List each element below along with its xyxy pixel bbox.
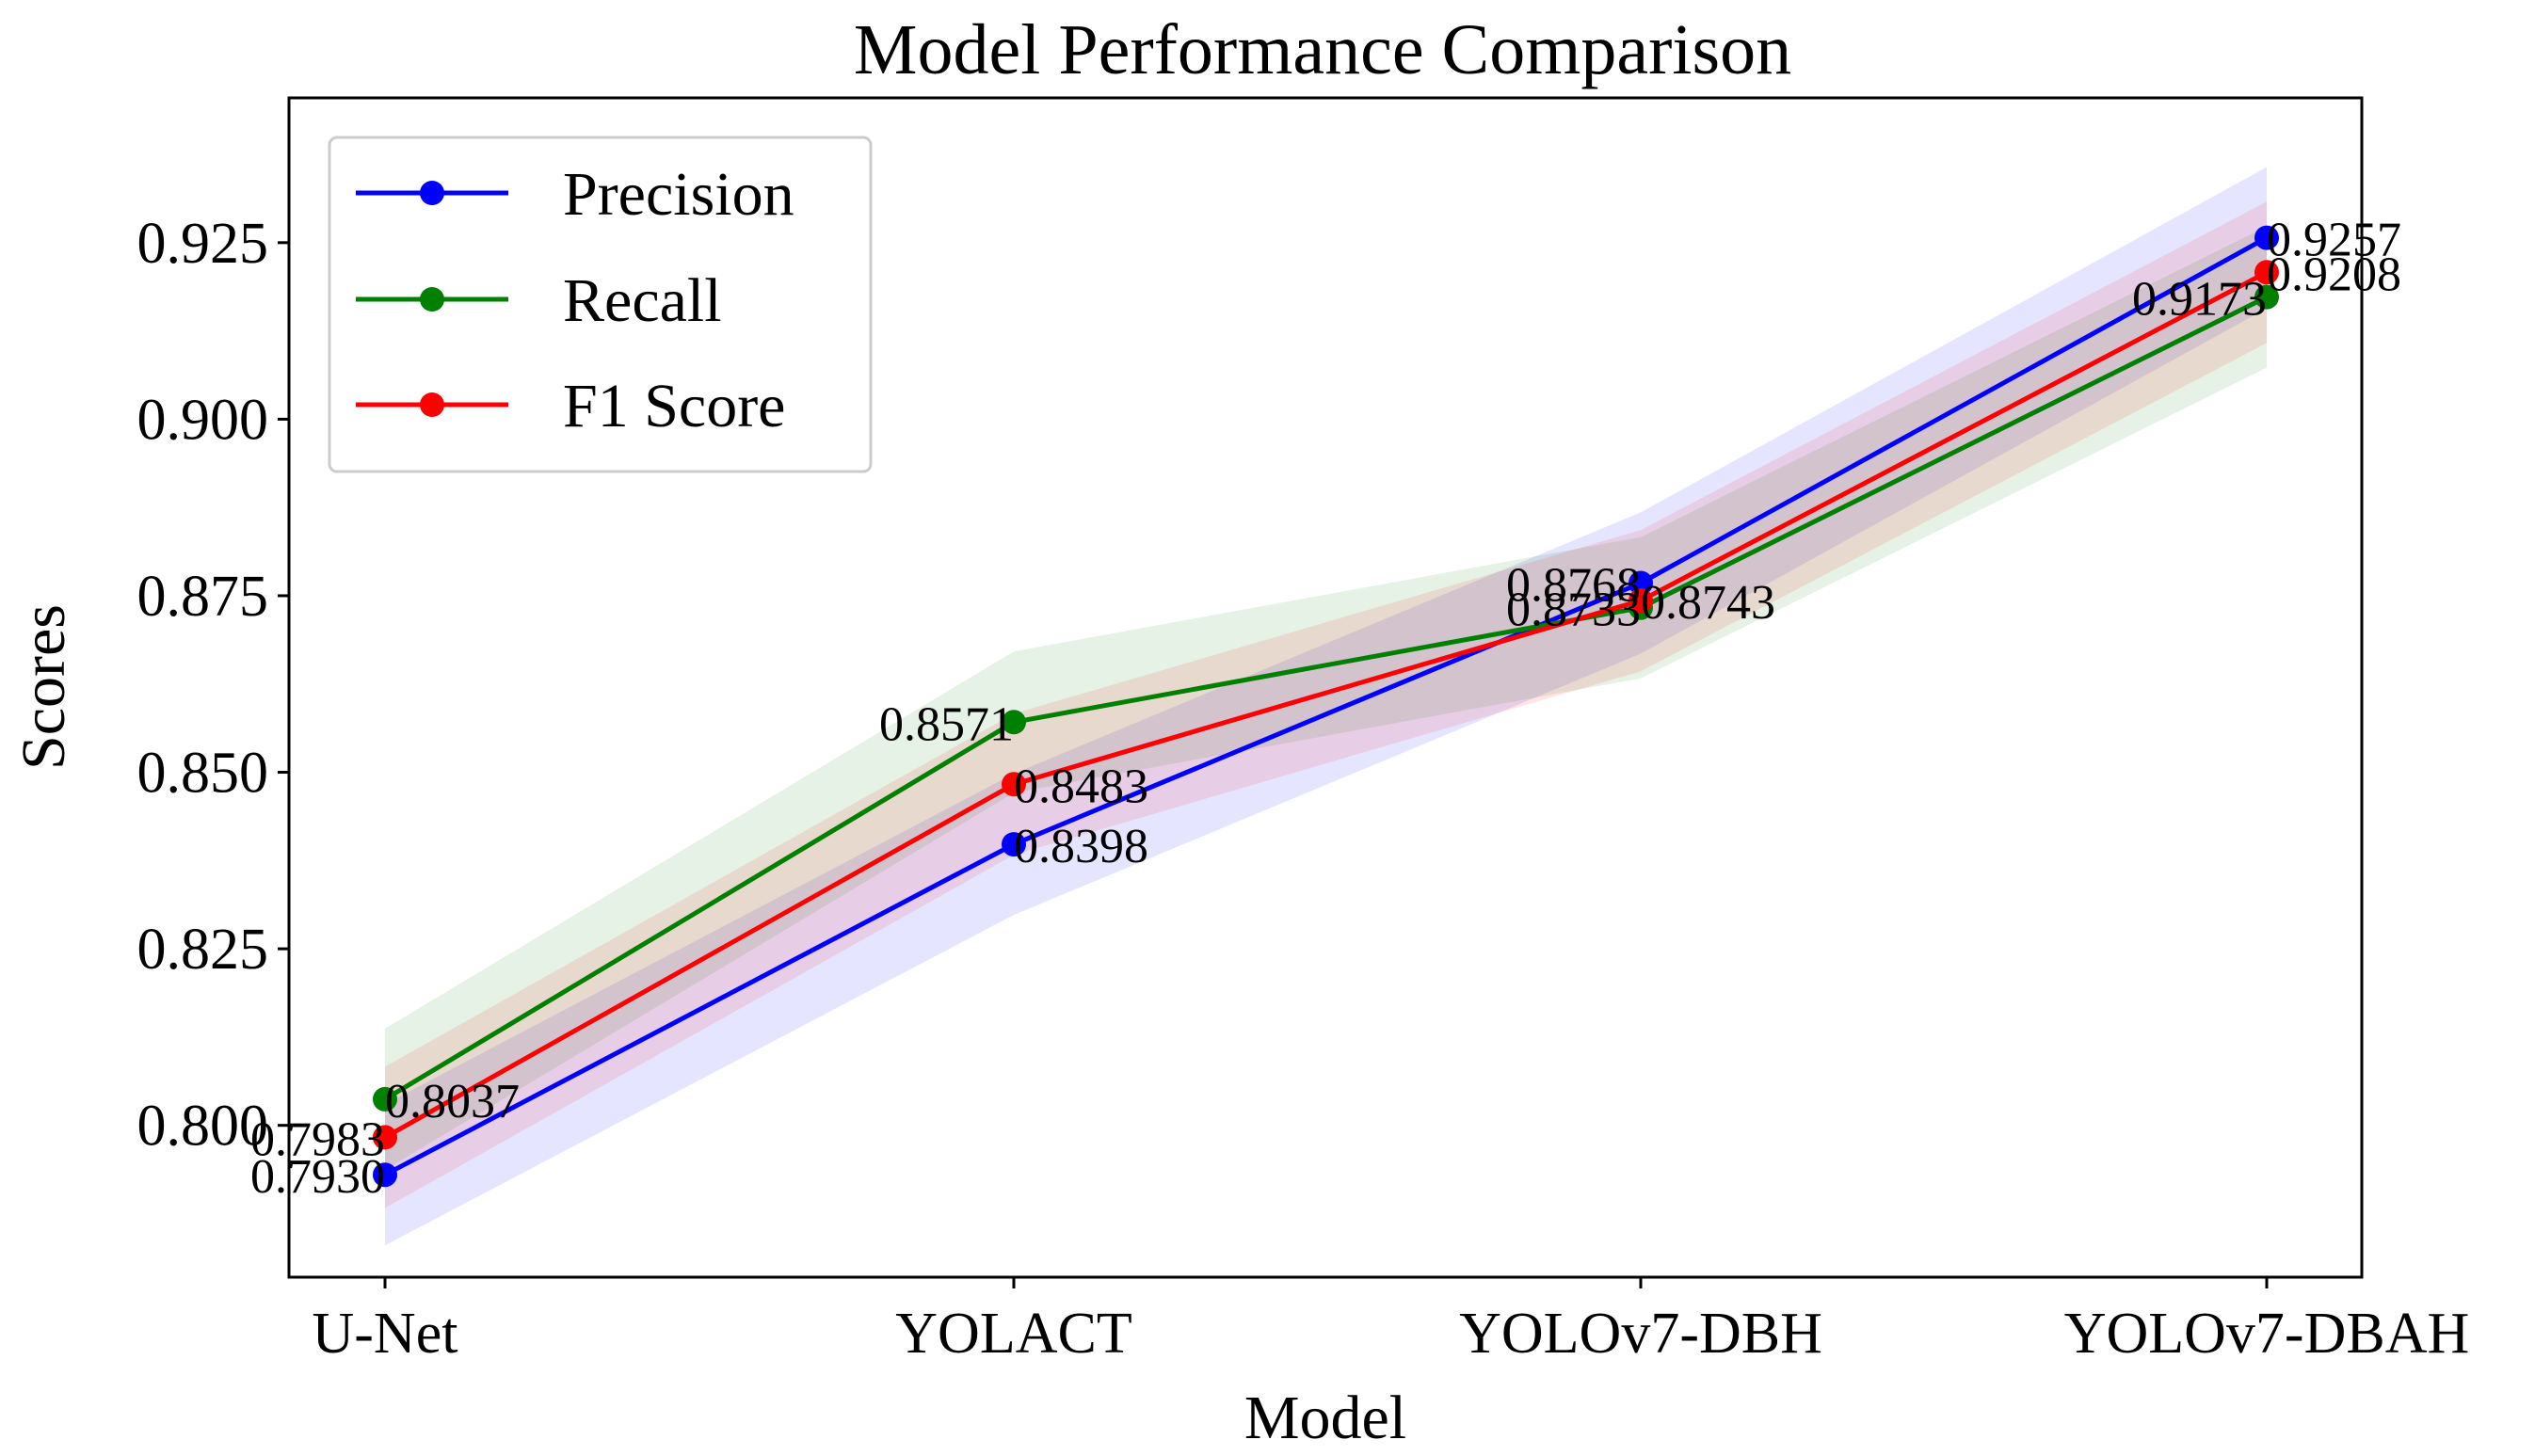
- legend-item-precision: Precision: [356, 160, 794, 229]
- f1-score-data-label: 0.8483: [1014, 760, 1148, 813]
- precision-line: [383, 235, 2269, 1177]
- legend-swatch-marker: [420, 181, 444, 205]
- y-tick-label: 0.900: [137, 388, 269, 452]
- y-axis-label: Scores: [9, 604, 78, 770]
- x-tick-label: YOLOv7-DBH: [1459, 1302, 1822, 1366]
- recall-point: [2254, 284, 2279, 310]
- y-tick-label: 0.925: [137, 212, 269, 276]
- x-axis-ticks: U-Net YOLACT YOLOv7-DBH YOLOv7-DBAH: [313, 1277, 2470, 1366]
- legend-swatch-marker: [420, 287, 444, 312]
- f1-score-data-label: 0.9208: [2267, 248, 2401, 301]
- f1-score-band: [385, 201, 2267, 1208]
- legend-label: Recall: [563, 266, 722, 335]
- series-points: [373, 225, 2279, 1188]
- y-tick-label: 0.875: [137, 565, 269, 629]
- x-tick-label: YOLOv7-DBAH: [2064, 1302, 2470, 1366]
- legend-swatch-marker: [420, 392, 444, 417]
- f1-score-point: [2254, 260, 2279, 285]
- precision-point: [373, 1162, 397, 1188]
- legend-label: Precision: [563, 160, 794, 229]
- y-tick-label: 0.800: [137, 1095, 269, 1159]
- legend-entries: Precision Recall F1 Score: [356, 160, 794, 440]
- recall-data-label: 0.8037: [385, 1075, 520, 1128]
- f1-score-line: [383, 270, 2269, 1140]
- precision-data-label: 0.9257: [2267, 214, 2401, 267]
- plot-area-frame: [287, 96, 2364, 1279]
- recall-point: [1002, 710, 1026, 735]
- chart-title: Model Performance Comparison: [854, 10, 1791, 89]
- confidence-bands: [385, 167, 2267, 1246]
- y-tick-label: 0.825: [137, 918, 269, 982]
- x-tick-label: U-Net: [313, 1302, 458, 1366]
- y-tick-label: 0.850: [137, 742, 269, 806]
- f1-score-data-label: 0.8743: [1641, 576, 1775, 630]
- legend-label: F1 Score: [563, 372, 785, 440]
- precision-point: [1002, 832, 1026, 857]
- recall-data-label: 0.8571: [879, 697, 1014, 751]
- f1-score-point: [1002, 772, 1026, 797]
- recall-band: [385, 226, 2267, 1171]
- x-axis-label: Model: [1244, 1384, 1406, 1452]
- series-lines: [383, 235, 2269, 1177]
- f1-score-point: [1628, 588, 1653, 614]
- precision-data-label: 0.8398: [1014, 820, 1148, 873]
- recall-data-label: 0.9173: [2132, 273, 2267, 327]
- f1-score-data-label: 0.7983: [250, 1112, 385, 1166]
- recall-line: [383, 295, 2269, 1102]
- precision-point: [1628, 570, 1653, 596]
- f1-score-point: [373, 1125, 397, 1150]
- legend-item-f1-score: F1 Score: [356, 372, 785, 440]
- precision-data-label: 0.7930: [250, 1150, 385, 1204]
- legend: Precision Recall F1 Score: [328, 136, 873, 473]
- precision-band: [385, 167, 2267, 1246]
- y-axis-ticks: 0.800 0.825 0.850 0.875 0.900 0.925: [137, 212, 289, 1159]
- recall-data-label: 0.8733: [1506, 584, 1641, 637]
- precision-point: [2254, 225, 2279, 250]
- legend-item-recall: Recall: [356, 266, 722, 335]
- precision-data-label: 0.8768: [1506, 558, 1641, 612]
- legend-box: [328, 136, 873, 473]
- x-tick-label: YOLACT: [895, 1302, 1131, 1366]
- recall-point: [373, 1086, 397, 1112]
